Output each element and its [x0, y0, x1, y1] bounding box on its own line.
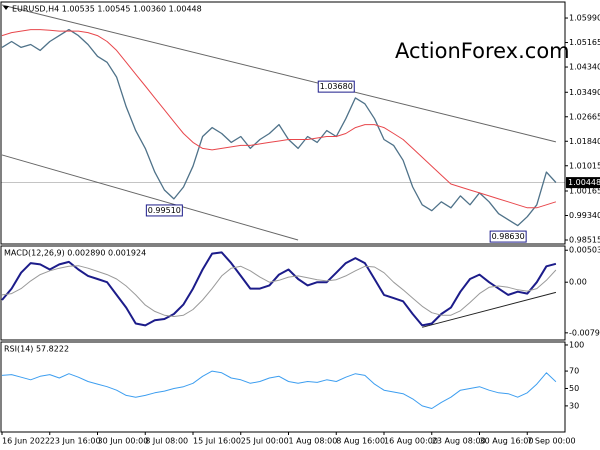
x-tick-label: 16 Jun 2022 — [2, 437, 50, 446]
y-tick-label: 1.02665 — [569, 112, 600, 121]
panel-title: RSI(14) 57.8222 — [4, 345, 69, 354]
x-tick-label: 7 Sep 00:00 — [527, 437, 575, 446]
series-line — [1, 29, 557, 209]
x-tick-label: 15 Jul 16:00 — [193, 437, 241, 446]
current-price-tag — [566, 177, 600, 189]
y-tick-label: 1.04340 — [569, 63, 600, 72]
y-tick-label: 1.03490 — [569, 88, 600, 97]
y-tick-label: 1.05165 — [569, 38, 600, 47]
x-tick-label: 25 Jul 00:00 — [241, 437, 289, 446]
y-tick-label: 100 — [569, 340, 584, 349]
y-tick-label: 1.01015 — [569, 161, 600, 170]
series-line — [1, 251, 557, 327]
series-line — [1, 370, 557, 409]
title-arrow — [3, 6, 9, 10]
panel-title: MACD(12,26,9) 0.002890 0.001924 — [4, 249, 146, 258]
x-tick-label: 8 Jul 08:00 — [145, 437, 188, 446]
price-label: 1.03680 — [320, 82, 353, 91]
y-tick-label: 0.98515 — [569, 235, 600, 244]
price-label-box — [317, 80, 355, 93]
x-tick-label: 23 Aug 08:00 — [432, 437, 486, 446]
price-label: 0.99510 — [148, 206, 181, 215]
y-tick-label: 30 — [569, 401, 579, 410]
y-tick-label: 50 — [569, 384, 579, 393]
y-tick-label: 1.00165 — [569, 186, 600, 195]
y-tick-label: 1.01840 — [569, 137, 600, 146]
watermark: ActionForex.com — [395, 39, 570, 63]
price-label: 0.98630 — [492, 232, 525, 241]
y-tick-label: 0.99340 — [569, 211, 600, 220]
x-tick-label: 1 Aug 08:00 — [289, 437, 338, 446]
y-tick-label: -0.007973 — [569, 328, 600, 337]
trendline — [1, 4, 557, 143]
price-label-box — [489, 230, 527, 243]
y-tick-label: 0.00 — [569, 278, 587, 287]
y-tick-label: 70 — [569, 367, 579, 376]
panel-frame — [0, 245, 566, 341]
x-tick-label: 16 Aug 00:00 — [384, 437, 438, 446]
panel-frame — [0, 1, 566, 245]
x-tick-label: 30 Aug 16:00 — [480, 437, 534, 446]
x-tick-label: 23 Jun 16:00 — [50, 437, 101, 446]
x-tick-label: 8 Aug 16:00 — [336, 437, 385, 446]
y-tick-label: 1.05990 — [569, 14, 600, 23]
panel-title: EURUSD,H4 1.00535 1.00545 1.00360 1.0044… — [12, 5, 202, 14]
current-price-label: 1.00448 — [568, 178, 600, 187]
series-line — [1, 28, 557, 227]
panel: 1.03680 0.99510 0.98630 — [1, 4, 565, 243]
panel — [1, 251, 557, 328]
panel-frame — [0, 341, 566, 433]
series-line — [1, 265, 557, 317]
trendline — [422, 291, 557, 328]
x-tick-label: 30 Jun 00:00 — [98, 437, 149, 446]
price-label-box — [145, 204, 183, 217]
trendline — [1, 154, 299, 241]
y-tick-label: 0.005035 — [569, 246, 600, 255]
panel — [1, 370, 557, 409]
